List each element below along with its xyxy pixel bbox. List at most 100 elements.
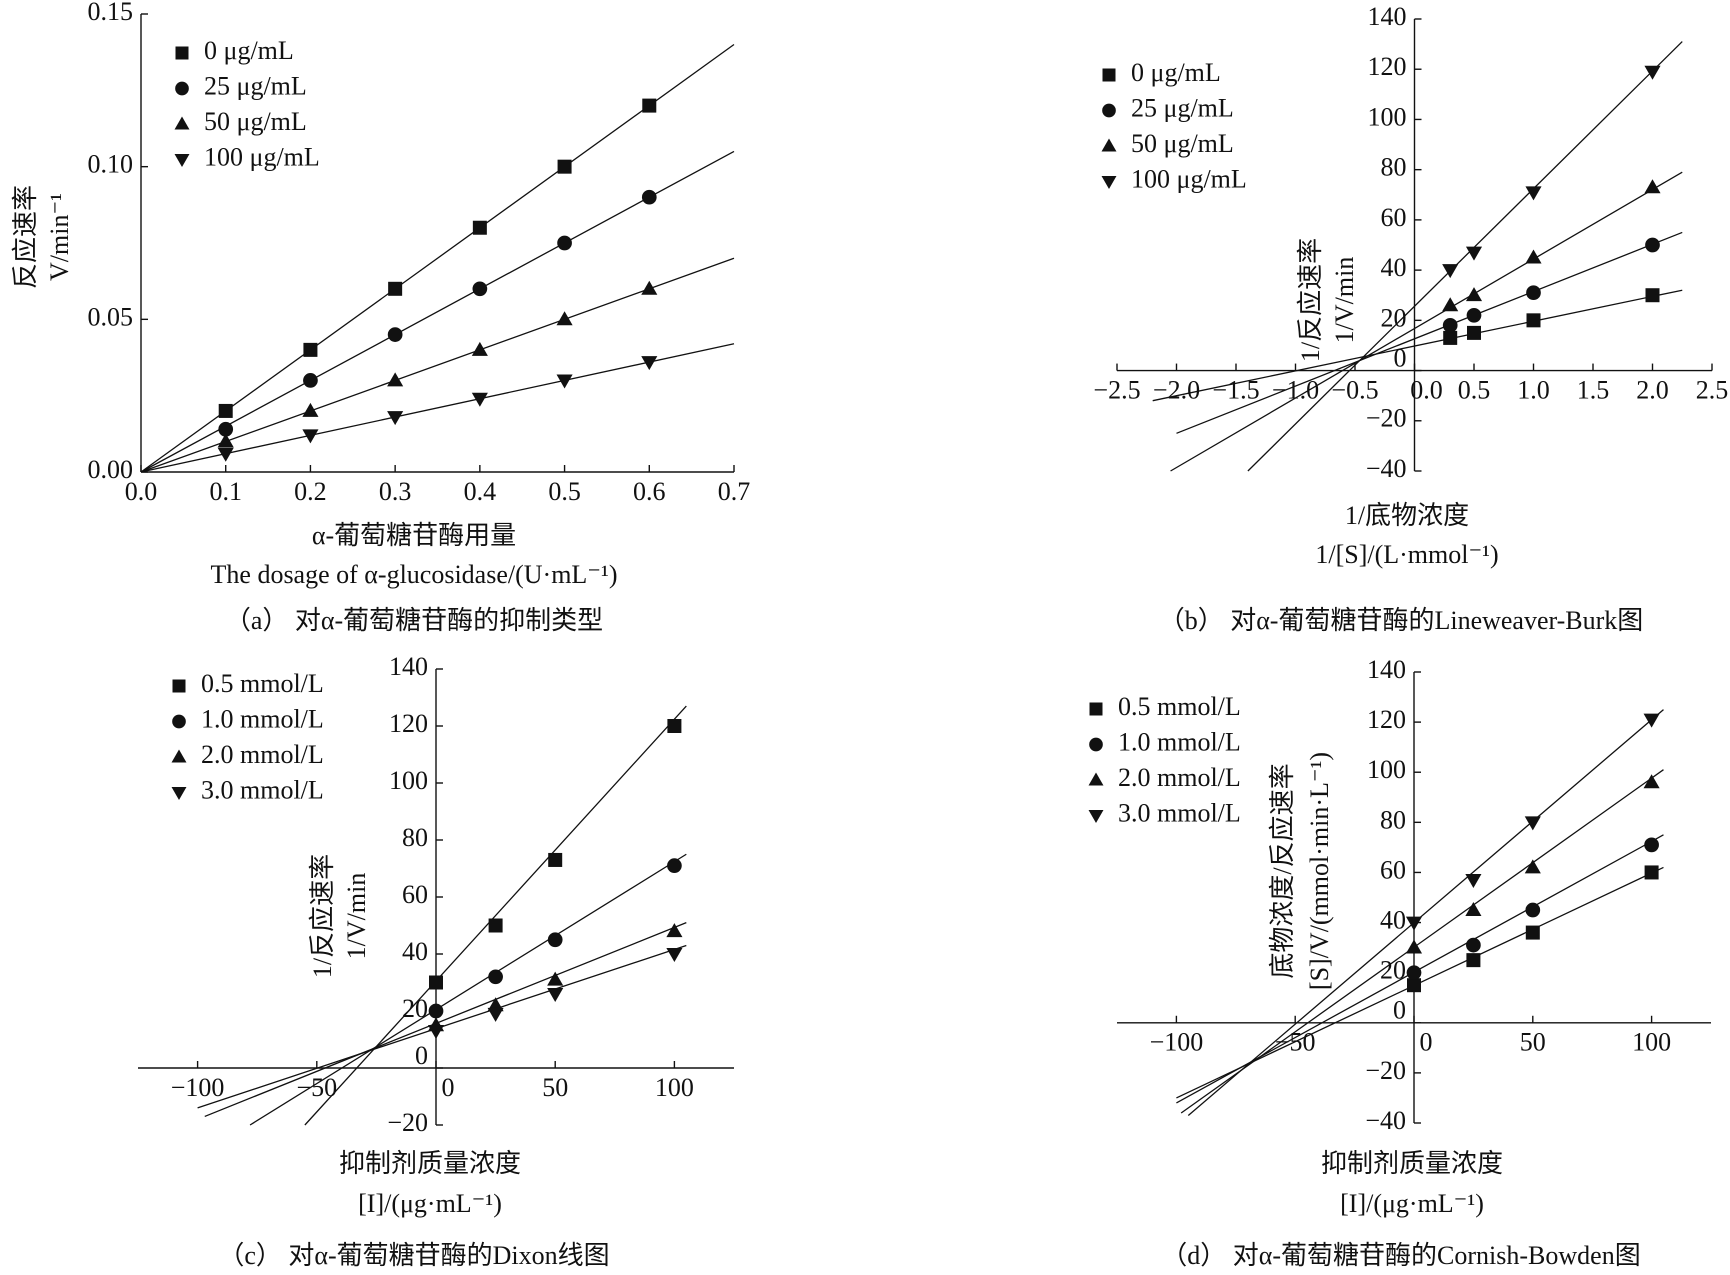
- y-tick-label: 0: [1393, 996, 1406, 1025]
- marker-circle: [641, 189, 657, 205]
- caption: （d） 对α-葡萄糖苷酶的Cornish-Bowden图: [1161, 1241, 1640, 1270]
- marker-square: [1467, 325, 1481, 340]
- marker-triangle-up: [1405, 939, 1423, 954]
- y-tick-label: 80: [1380, 805, 1406, 834]
- marker-circle: [1466, 937, 1481, 953]
- legend-label: 3.0 mmol/L: [1118, 798, 1241, 827]
- marker-triangle-down: [217, 447, 234, 462]
- caption: （c） 对α-葡萄糖苷酶的Dixon线图: [218, 1241, 609, 1270]
- x-tick-label: 1.5: [1577, 376, 1610, 405]
- y-tick-label: 120: [1368, 52, 1407, 81]
- marker-triangle-up: [217, 433, 234, 448]
- legend-label: 100 μg/mL: [204, 142, 320, 171]
- x-axis-label: 抑制剂质量浓度: [1321, 1149, 1503, 1178]
- trend-line: [249, 853, 687, 1126]
- marker-triangle-up: [1101, 138, 1117, 152]
- y-tick-label: 40: [402, 937, 428, 966]
- x-tick-label: 0.7: [718, 477, 751, 506]
- marker-triangle-down: [1101, 175, 1117, 189]
- x-tick-label: 2.5: [1696, 376, 1729, 405]
- x-axis-label: The dosage of α-glucosidase/(U·mL⁻¹): [211, 560, 618, 589]
- y-tick-label: 40: [1380, 906, 1406, 935]
- marker-triangle-down: [174, 153, 190, 167]
- trend-line: [140, 44, 735, 473]
- x-tick-label: 2.0: [1636, 376, 1669, 405]
- trend-line: [140, 150, 735, 473]
- marker-triangle-down: [547, 987, 564, 1002]
- marker-circle: [1525, 902, 1541, 918]
- legend-label: 0 μg/mL: [204, 36, 294, 65]
- legend-label: 3.0 mmol/L: [201, 775, 324, 804]
- legend-label: 0.5 mmol/L: [201, 669, 324, 698]
- x-axis-label: α-葡萄糖苷酶用量: [312, 521, 516, 550]
- marker-circle: [1089, 737, 1103, 752]
- legend-label: 25 μg/mL: [204, 71, 307, 100]
- marker-square: [1466, 953, 1481, 968]
- trend-line: [140, 343, 735, 473]
- y-tick-label: 120: [389, 709, 428, 738]
- marker-triangle-down: [471, 392, 488, 407]
- trend-line: [1180, 769, 1664, 1114]
- marker-triangle-up: [1442, 297, 1459, 312]
- y-tick-label: 0.10: [88, 150, 134, 179]
- x-tick-label: −2.5: [1093, 376, 1140, 405]
- marker-triangle-down: [1405, 916, 1423, 931]
- marker-triangle-down: [1644, 65, 1661, 80]
- x-tick-label: −100: [171, 1073, 225, 1102]
- marker-triangle-down: [302, 429, 319, 444]
- marker-triangle-up: [641, 280, 658, 295]
- marker-triangle-down: [556, 374, 573, 389]
- marker-square: [472, 220, 487, 235]
- marker-square: [388, 281, 403, 296]
- marker-triangle-down: [666, 948, 683, 963]
- marker-square: [1443, 330, 1458, 345]
- y-tick-label: 0.15: [88, 0, 134, 26]
- trend-line: [204, 922, 687, 1118]
- marker-triangle-up: [1524, 859, 1541, 874]
- x-tick-label: 0.0: [1410, 376, 1443, 405]
- x-tick-label: 0.5: [1458, 376, 1491, 405]
- trend-line: [1176, 231, 1683, 434]
- marker-triangle-up: [1644, 179, 1661, 194]
- x-axis-label: [I]/(μg·mL⁻¹): [358, 1189, 502, 1218]
- trend-line: [1170, 171, 1683, 472]
- x-axis-label: 抑制剂质量浓度: [339, 1149, 521, 1178]
- marker-circle: [1442, 318, 1458, 333]
- marker-square: [1645, 288, 1660, 303]
- marker-triangle-up: [1465, 901, 1482, 916]
- x-tick-label: 1.0: [1517, 376, 1550, 405]
- marker-triangle-up: [547, 971, 564, 986]
- marker-triangle-down: [1442, 264, 1459, 279]
- marker-circle: [557, 235, 572, 251]
- legend-label: 2.0 mmol/L: [1118, 763, 1241, 792]
- y-tick-label: 0.00: [88, 455, 134, 484]
- x-tick-label: −0.5: [1331, 376, 1378, 405]
- caption: （a） 对α-葡萄糖苷酶的抑制类型: [225, 606, 603, 635]
- legend-label: 1.0 mmol/L: [201, 704, 324, 733]
- marker-triangle-down: [427, 1025, 445, 1039]
- marker-triangle-up: [387, 372, 404, 387]
- trend-line: [1187, 709, 1664, 1116]
- x-tick-label: 100: [655, 1073, 694, 1102]
- marker-triangle-up: [556, 311, 573, 326]
- marker-circle: [1406, 965, 1422, 981]
- marker-triangle-down: [1465, 874, 1482, 889]
- marker-square: [557, 159, 572, 174]
- marker-circle: [547, 932, 563, 948]
- marker-circle: [1645, 237, 1660, 253]
- marker-square: [1525, 925, 1540, 940]
- x-tick-label: −100: [1150, 1028, 1204, 1057]
- marker-triangle-up: [1525, 249, 1542, 264]
- marker-triangle-down: [487, 1007, 504, 1022]
- x-tick-label: 0: [1420, 1028, 1433, 1057]
- y-tick-label: 80: [402, 823, 428, 852]
- x-tick-label: 0.2: [294, 477, 327, 506]
- marker-square: [1089, 702, 1103, 716]
- marker-square: [175, 46, 189, 60]
- marker-triangle-down: [1524, 816, 1541, 831]
- marker-square: [642, 98, 657, 113]
- marker-triangle-down: [1088, 809, 1104, 823]
- y-tick-label: 140: [1367, 655, 1406, 684]
- marker-circle: [1526, 285, 1541, 301]
